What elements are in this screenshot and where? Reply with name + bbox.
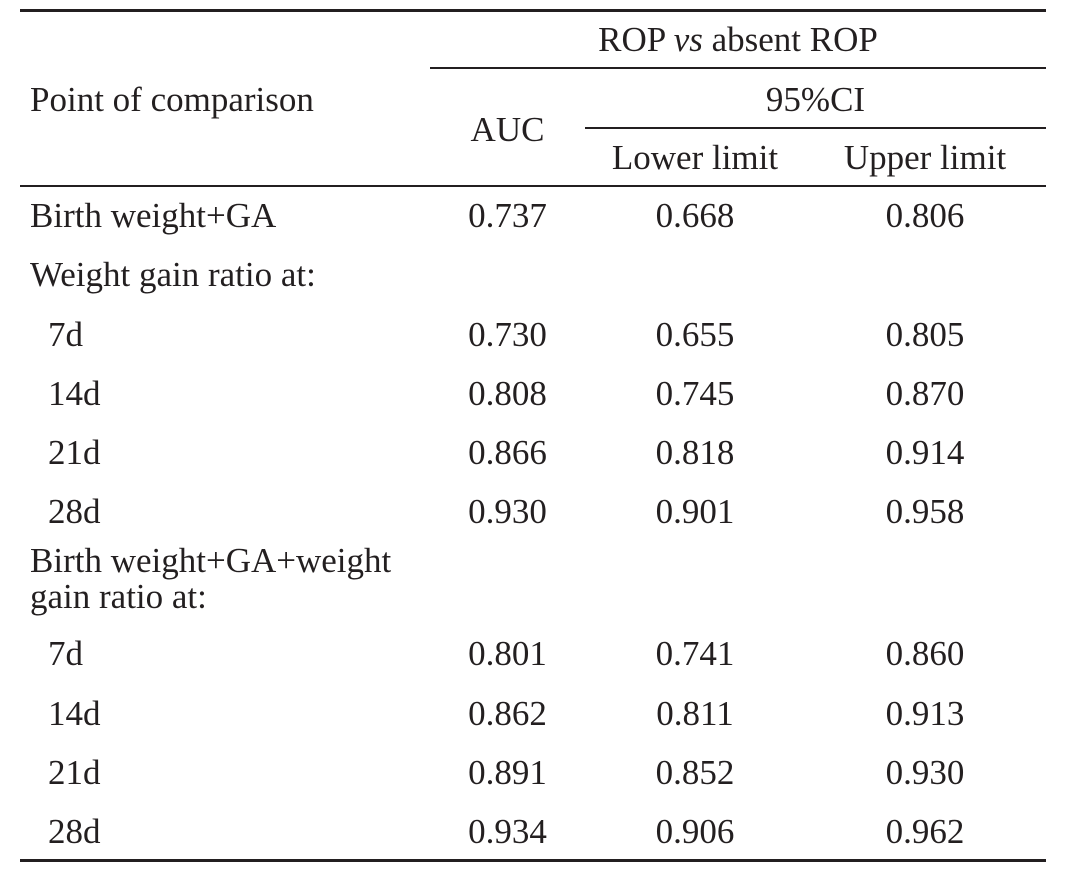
lower-cell: 0.906 xyxy=(655,812,735,851)
row-label: 21d xyxy=(48,433,101,472)
auc-cell: 0.862 xyxy=(468,694,547,733)
auc-cell: 0.930 xyxy=(468,492,547,531)
group-header-rule xyxy=(430,67,1046,69)
ci-header-rule xyxy=(585,127,1046,129)
point-of-comparison-header: Point of comparison xyxy=(30,80,314,119)
upper-limit-header: Upper limit xyxy=(843,138,1007,177)
auc-cell: 0.934 xyxy=(468,812,547,851)
upper-cell: 0.962 xyxy=(885,812,965,851)
group-header: ROP vs absent ROP xyxy=(430,20,1046,60)
bottom-rule xyxy=(20,859,1046,862)
auc-cell: 0.730 xyxy=(468,315,547,354)
upper-cell: 0.805 xyxy=(885,315,965,354)
lower-cell: 0.818 xyxy=(655,433,735,472)
auc-cell: 0.801 xyxy=(468,634,547,673)
lower-cell: 0.655 xyxy=(655,315,735,354)
section-label: Birth weight+GA+weight gain ratio at: xyxy=(30,541,392,616)
lower-cell: 0.852 xyxy=(655,753,735,792)
section-label: Weight gain ratio at: xyxy=(30,255,316,294)
lower-cell: 0.901 xyxy=(655,492,735,531)
lower-cell: 0.668 xyxy=(655,196,735,235)
group-header-suffix: absent ROP xyxy=(702,20,878,59)
lower-cell: 0.745 xyxy=(655,374,735,413)
auc-cell: 0.737 xyxy=(468,196,547,235)
upper-cell: 0.930 xyxy=(885,753,965,792)
row-label: 28d xyxy=(48,492,101,531)
row-label: 7d xyxy=(48,315,83,354)
header-bottom-rule xyxy=(20,185,1046,187)
upper-cell: 0.958 xyxy=(885,492,965,531)
auc-header: AUC xyxy=(470,110,545,149)
row-label: 28d xyxy=(48,812,101,851)
upper-cell: 0.914 xyxy=(885,433,965,472)
lower-limit-header: Lower limit xyxy=(611,138,779,177)
auc-cell: 0.808 xyxy=(468,374,547,413)
upper-cell: 0.806 xyxy=(885,196,965,235)
top-rule xyxy=(20,9,1046,12)
row-label: 21d xyxy=(48,753,101,792)
row-label: 14d xyxy=(48,694,101,733)
lower-cell: 0.811 xyxy=(656,694,734,733)
ci-header: 95%CI xyxy=(765,80,866,119)
upper-cell: 0.913 xyxy=(885,694,965,733)
auc-cell: 0.866 xyxy=(468,433,547,472)
auc-cell: 0.891 xyxy=(468,753,547,792)
upper-cell: 0.870 xyxy=(885,374,965,413)
row-label: 7d xyxy=(48,634,83,673)
row-label: Birth weight+GA xyxy=(30,196,277,235)
group-header-italic: vs xyxy=(673,20,703,59)
upper-cell: 0.860 xyxy=(885,634,965,673)
group-header-prefix: ROP xyxy=(598,20,674,59)
lower-cell: 0.741 xyxy=(655,634,735,673)
row-label: 14d xyxy=(48,374,101,413)
